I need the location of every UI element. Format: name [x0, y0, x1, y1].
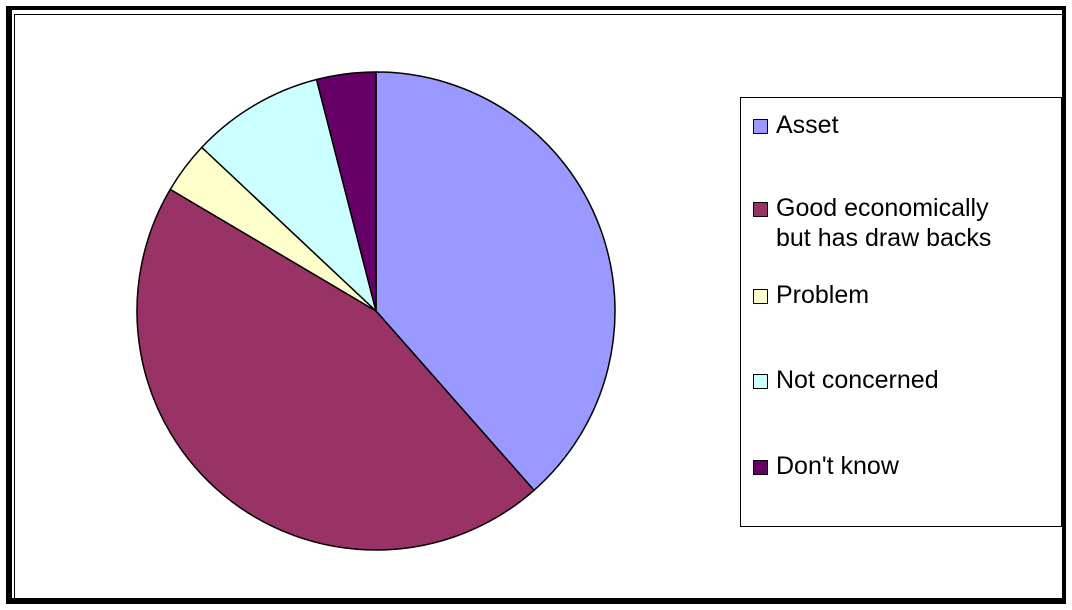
legend-item: Asset — [753, 110, 839, 140]
pie-slice-3 — [200, 78, 378, 314]
legend: Asset Good economically but has draw back… — [740, 97, 1062, 527]
legend-label: Asset — [776, 111, 839, 139]
legend-label: Problem — [776, 281, 870, 309]
legend-swatch — [753, 119, 768, 134]
pie-slice-1 — [136, 188, 536, 551]
pie-slice-0 — [375, 71, 616, 492]
chart-area — [14, 14, 1065, 604]
legend-item: Problem — [753, 280, 869, 310]
legend-item: Not concerned — [753, 365, 939, 395]
legend-item: Don't know — [753, 451, 899, 481]
legend-swatch — [753, 374, 768, 389]
pie-slice-4 — [315, 71, 377, 312]
legend-swatch — [753, 289, 768, 304]
legend-label: Good economically but has draw backs — [776, 194, 992, 252]
legend-label: Not concerned — [776, 366, 939, 394]
legend-swatch — [753, 460, 768, 475]
legend-label: Don't know — [776, 452, 899, 480]
legend-swatch — [753, 202, 768, 217]
legend-item: Good economically but has draw backs — [753, 193, 991, 253]
